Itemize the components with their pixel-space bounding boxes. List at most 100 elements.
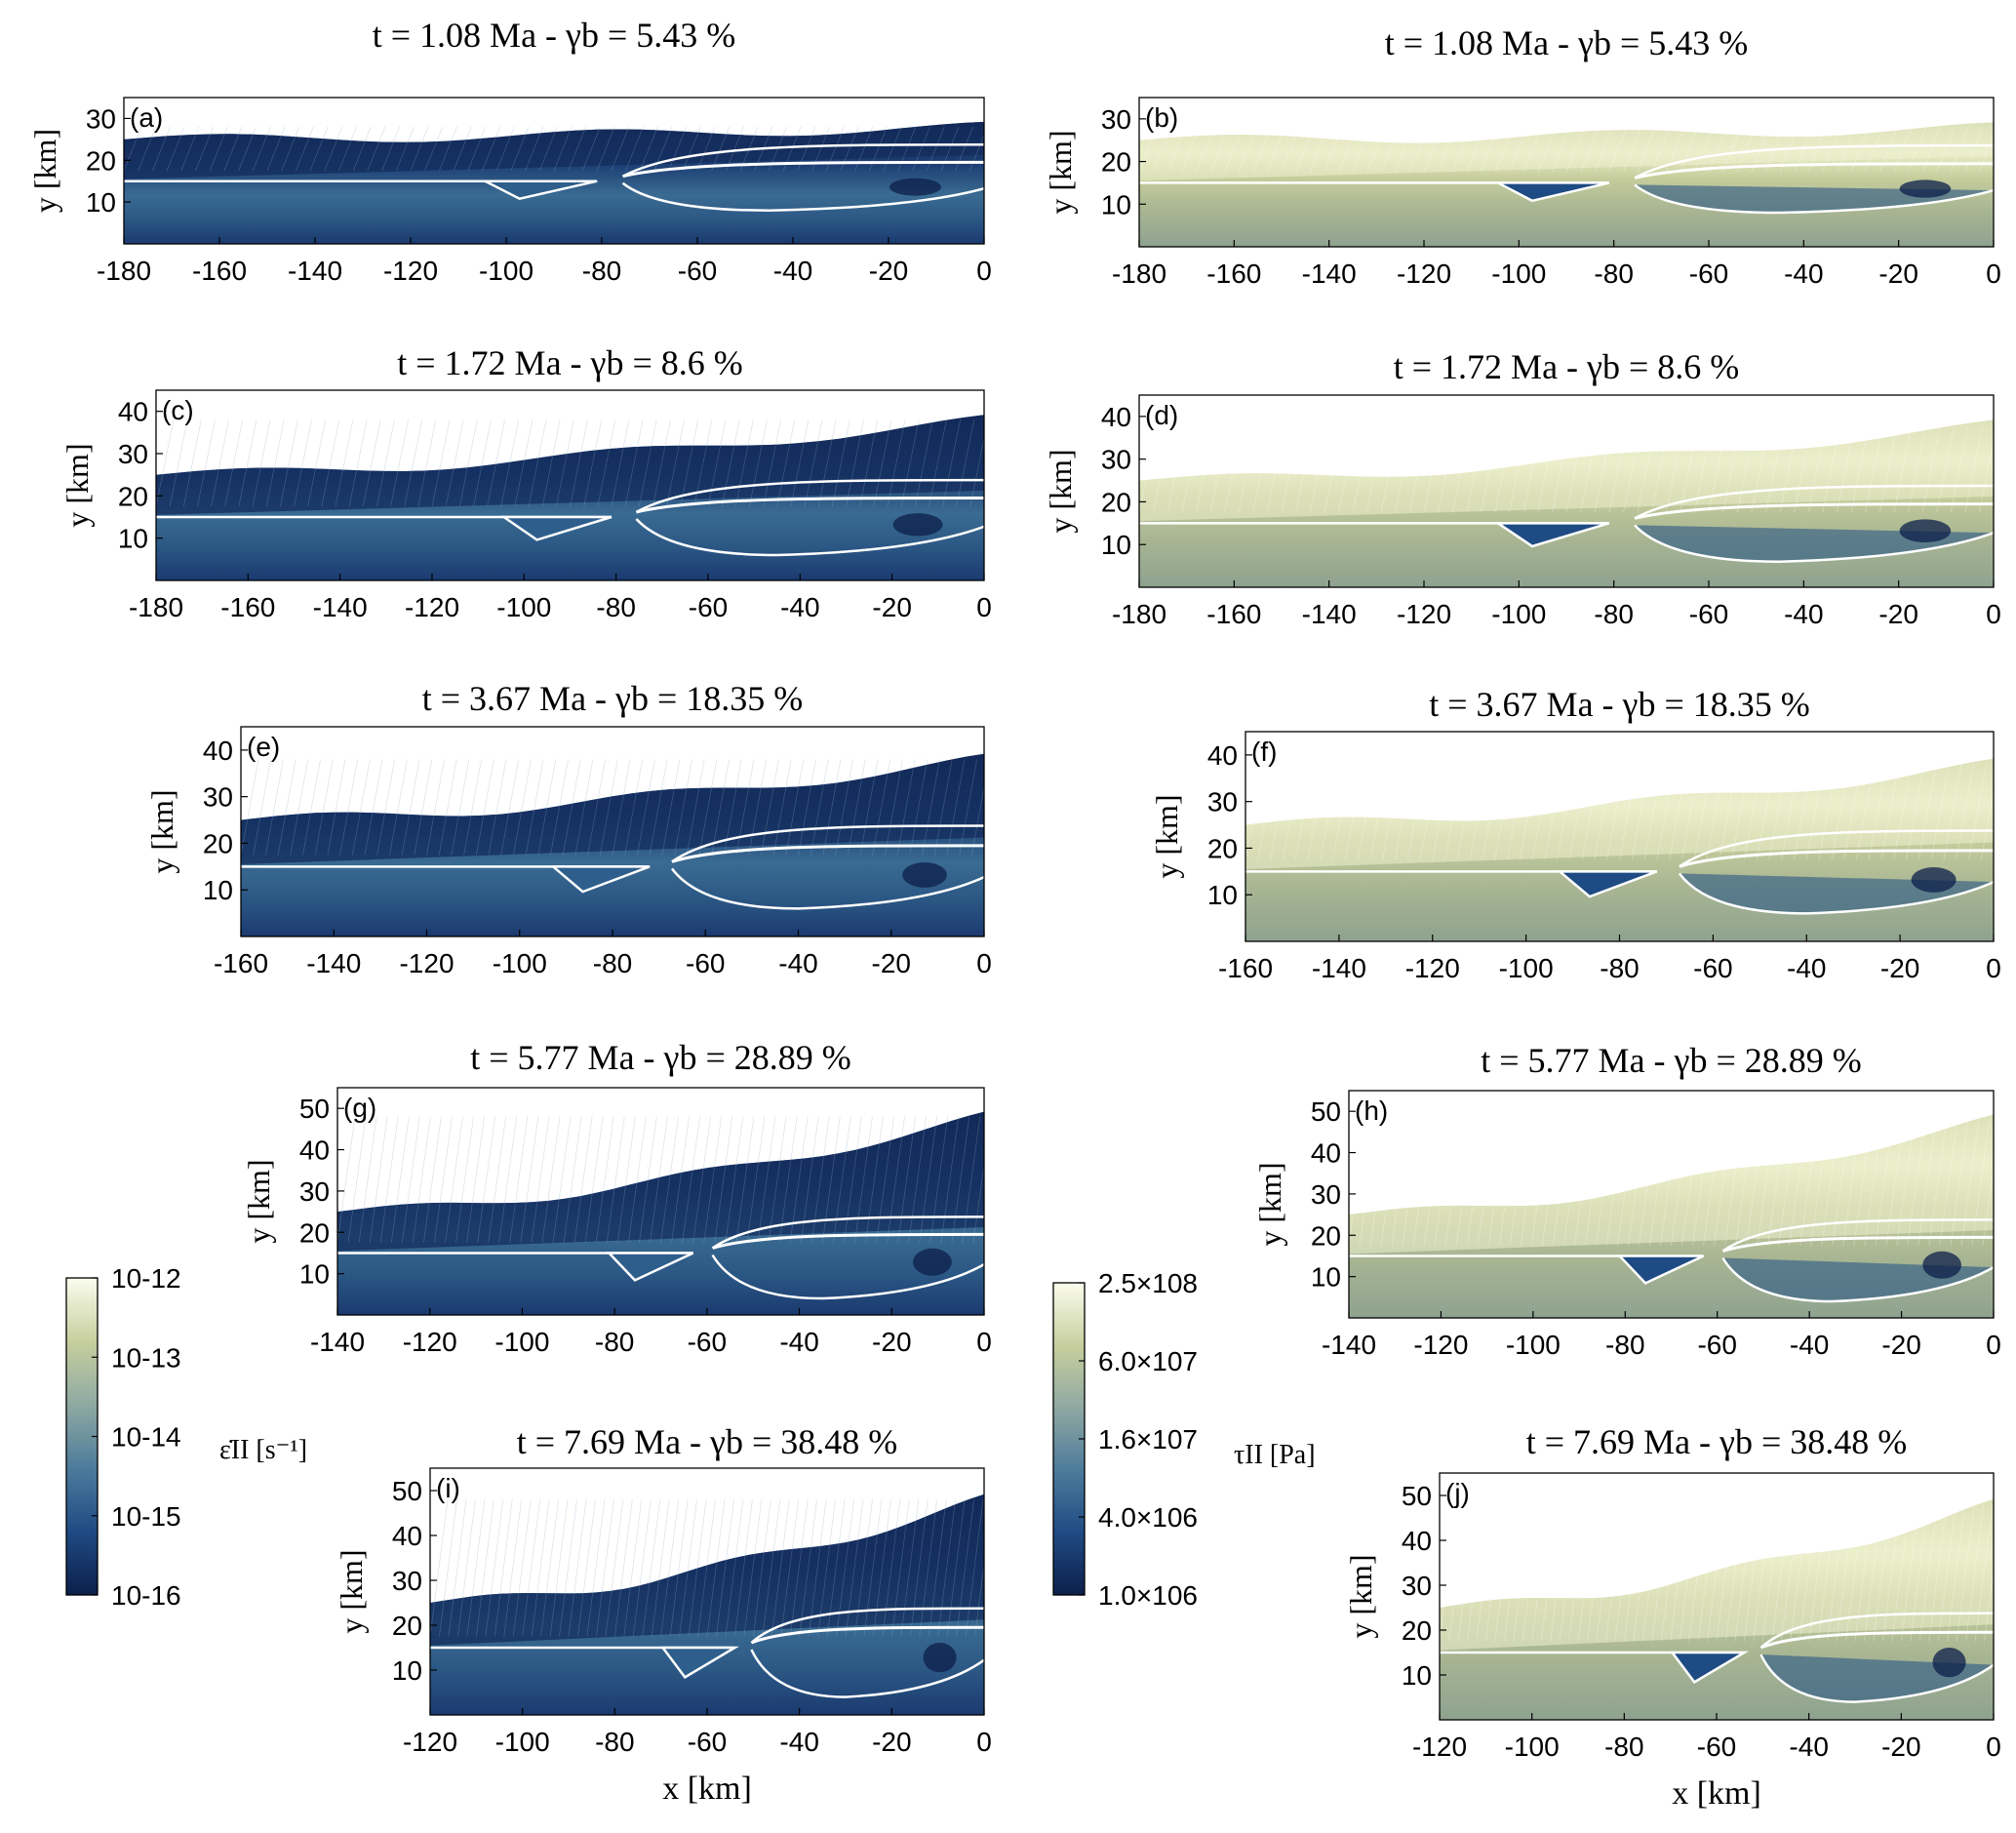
- y-axis-label-i: y [km]: [334, 1549, 369, 1633]
- x-tick-label-c: -160: [220, 592, 275, 622]
- x-tick-label-e: -60: [686, 948, 725, 978]
- y-tick-label-h: 40: [1311, 1138, 1341, 1169]
- y-tick-label-c: 10: [118, 524, 148, 554]
- x-tick-label-b: -80: [1594, 259, 1633, 289]
- panel-field-e: [241, 727, 984, 936]
- panel-title-e: t = 3.67 Ma - γb = 18.35 %: [422, 679, 803, 718]
- x-tick-label-c: -120: [405, 592, 459, 622]
- y-tick-label-i: 30: [392, 1566, 422, 1596]
- panel-title-g: t = 5.77 Ma - γb = 28.89 %: [470, 1038, 850, 1077]
- y-tick-label-j: 30: [1402, 1571, 1432, 1601]
- y-tick-label-b: 30: [1101, 104, 1131, 135]
- axes-frame-b: [1138, 97, 1995, 248]
- x-tick-label-g: -20: [872, 1327, 911, 1357]
- x-tick-label-c: -40: [780, 592, 819, 622]
- panel-field-j: [1440, 1473, 1994, 1720]
- x-tick-label-c: 0: [976, 592, 992, 622]
- panel-g: (g) t = 5.77 Ma - γb = 28.89 % -140 -120 -10…: [241, 1038, 992, 1357]
- x-tick-label-c: -140: [313, 592, 368, 622]
- y-tick-label-e: 40: [203, 736, 233, 766]
- x-tick-label-g: -120: [403, 1327, 457, 1357]
- y-tick-label-h: 30: [1311, 1179, 1341, 1210]
- x-tick-label-b: -20: [1878, 259, 1917, 289]
- x-tick-label-c: -20: [872, 592, 911, 622]
- x-tick-label-a: 0: [976, 256, 992, 286]
- x-tick-label-h: -60: [1697, 1330, 1736, 1360]
- y-tick-label-f: 10: [1207, 880, 1238, 910]
- x-axis-label-j: x [km]: [1672, 1775, 1761, 1812]
- panel-label-c: (c): [162, 395, 194, 425]
- y-tick-label-h: 50: [1311, 1096, 1341, 1127]
- x-tick-label-h: -80: [1605, 1330, 1644, 1360]
- x-tick-label-h: -120: [1413, 1330, 1468, 1360]
- colorbar-tick-label: 2.5×108: [1098, 1268, 1198, 1298]
- y-tick-label-e: 10: [203, 875, 233, 905]
- x-tick-label-f: -140: [1312, 953, 1366, 983]
- x-tick-label-b: -120: [1397, 259, 1451, 289]
- panel-title-c: t = 1.72 Ma - γb = 8.6 %: [397, 343, 742, 382]
- x-tick-label-a: -180: [97, 256, 151, 286]
- y-axis-label-f: y [km]: [1149, 794, 1184, 878]
- y-tick-label-g: 40: [299, 1136, 330, 1166]
- y-tick-label-d: 30: [1101, 445, 1131, 475]
- x-tick-label-c: -80: [596, 592, 635, 622]
- y-tick-label-j: 10: [1402, 1660, 1432, 1691]
- colorbar-tick-label: 6.0×107: [1098, 1346, 1198, 1376]
- y-tick-label-b: 10: [1101, 189, 1131, 219]
- panel-field-i: [430, 1468, 984, 1715]
- panel-i: (i) t = 7.69 Ma - γb = 38.48 % -120 -100 -80…: [334, 1422, 992, 1807]
- colorbar-tick-label: 4.0×106: [1098, 1502, 1198, 1533]
- x-tick-label-j: -80: [1604, 1732, 1643, 1762]
- x-tick-label-a: -20: [869, 256, 908, 286]
- x-tick-label-b: -60: [1689, 259, 1728, 289]
- x-tick-label-h: -20: [1881, 1330, 1920, 1360]
- x-tick-label-i: -80: [595, 1727, 634, 1757]
- y-tick-label-a: 30: [86, 103, 116, 134]
- colorbar-tick-label: 1.6×107: [1098, 1424, 1198, 1454]
- x-tick-label-b: -40: [1784, 259, 1823, 289]
- y-tick-label-g: 50: [299, 1094, 330, 1124]
- x-tick-label-d: -80: [1594, 599, 1633, 629]
- panel-title-d: t = 1.72 Ma - γb = 8.6 %: [1394, 347, 1739, 386]
- x-tick-label-f: -160: [1218, 953, 1273, 983]
- y-tick-label-g: 10: [299, 1259, 330, 1290]
- panel-field-b: [1139, 98, 1994, 247]
- y-tick-label-g: 20: [299, 1217, 330, 1248]
- panel-label-a: (a): [130, 102, 163, 133]
- colorbar-tick-label: 10-12: [111, 1263, 181, 1294]
- y-tick-label-d: 40: [1101, 402, 1131, 432]
- y-tick-label-h: 10: [1311, 1262, 1341, 1293]
- y-axis-label-b: y [km]: [1043, 130, 1078, 214]
- x-tick-label-a: -100: [479, 256, 534, 286]
- colorbar-label-strain_rate: ε̇II [s⁻¹]: [219, 1435, 307, 1465]
- colorbar-tick-label: 1.0×106: [1098, 1580, 1198, 1611]
- y-tick-label-f: 20: [1207, 833, 1238, 863]
- x-tick-label-i: -120: [403, 1727, 457, 1757]
- x-tick-label-e: -20: [872, 948, 911, 978]
- y-tick-label-c: 20: [118, 481, 148, 511]
- x-tick-label-a: -40: [773, 256, 812, 286]
- x-tick-label-b: -180: [1112, 259, 1166, 289]
- y-tick-label-f: 30: [1207, 787, 1238, 817]
- x-tick-label-b: -160: [1206, 259, 1261, 289]
- y-tick-label-c: 40: [118, 397, 148, 427]
- panel-d: (d) t = 1.72 Ma - γb = 8.6 % -180 -160 -140 -…: [1043, 347, 2001, 629]
- colorbar-strain_rate: 10-12 10-13 10-14 10-15 10-16 ε̇II [s⁻¹]: [65, 1263, 307, 1611]
- x-tick-label-g: -100: [494, 1327, 549, 1357]
- x-tick-label-a: -160: [192, 256, 247, 286]
- x-tick-label-b: -100: [1491, 259, 1546, 289]
- x-tick-label-h: -40: [1790, 1330, 1829, 1360]
- y-tick-label-j: 20: [1402, 1615, 1432, 1646]
- y-tick-label-j: 50: [1402, 1481, 1432, 1511]
- panels-layer: (a) t = 1.08 Ma - γb = 5.43 % -180 -160 -140…: [27, 16, 2001, 1812]
- panel-field-a: [124, 98, 984, 244]
- panel-e: (e) t = 3.67 Ma - γb = 18.35 % -160 -140 -12…: [144, 679, 992, 978]
- panel-label-f: (f): [1251, 737, 1277, 767]
- panel-field-g: [337, 1088, 984, 1315]
- panel-field-h: [1349, 1091, 1994, 1318]
- x-tick-label-b: 0: [1986, 259, 2001, 289]
- x-tick-label-e: 0: [976, 948, 992, 978]
- x-tick-label-e: -40: [778, 948, 817, 978]
- x-tick-label-g: -40: [779, 1327, 818, 1357]
- x-tick-label-d: -180: [1112, 599, 1166, 629]
